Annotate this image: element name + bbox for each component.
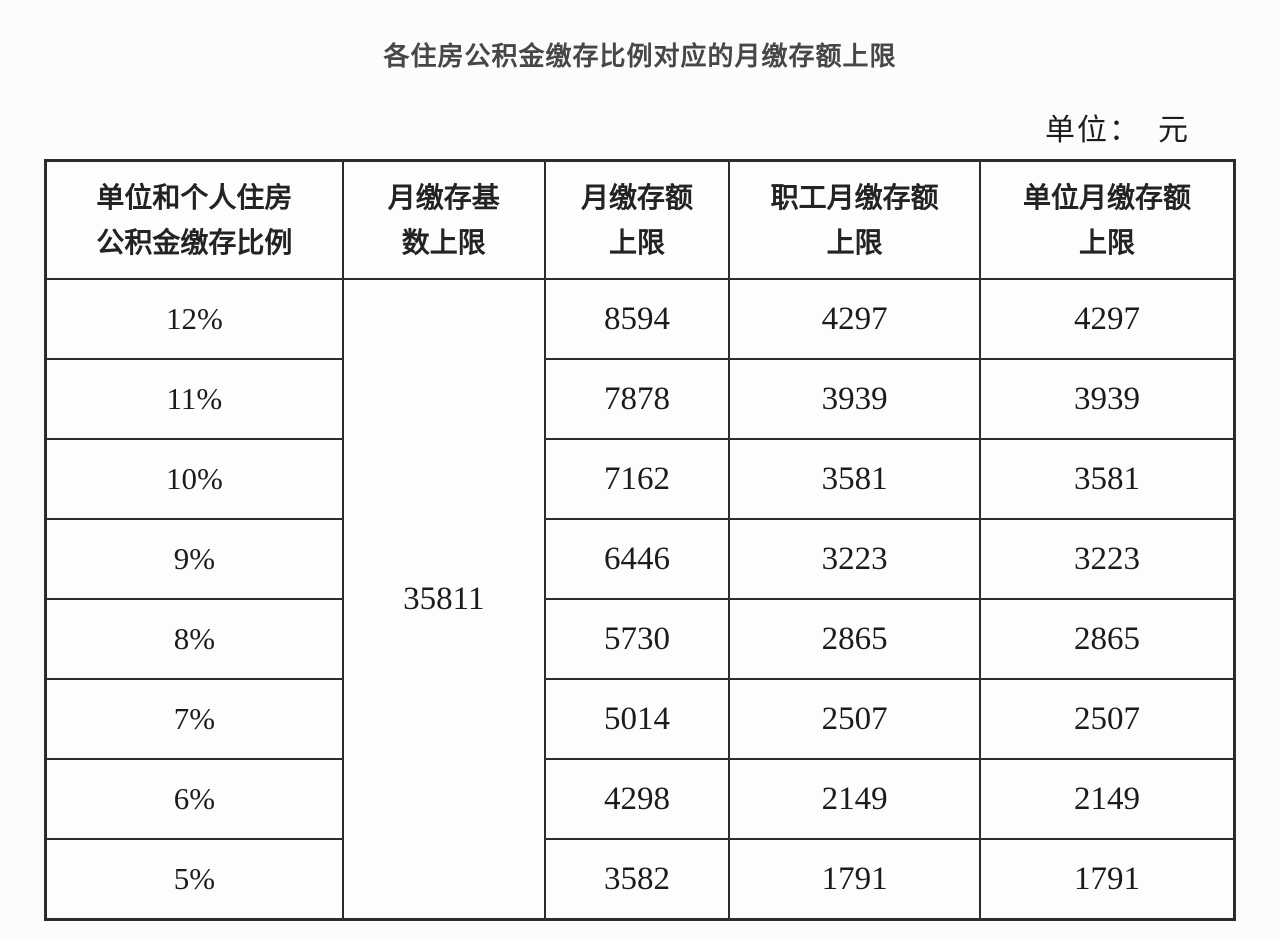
contribution-cap-table: 单位和个人住房 公积金缴存比例 月缴存基 数上限 月缴存额 上限 职工月缴存额 … <box>44 159 1236 921</box>
table-row: 7% 5014 2507 2507 <box>44 678 1236 760</box>
header-row: 单位和个人住房 公积金缴存比例 月缴存基 数上限 月缴存额 上限 职工月缴存额 … <box>44 159 1236 280</box>
header-base-limit: 月缴存基 数上限 <box>341 159 546 280</box>
ratio-cell: 11% <box>44 358 344 440</box>
employee-cap-cell: 4297 <box>728 278 982 360</box>
ratio-cell: 8% <box>44 598 344 680</box>
employer-cap-cell: 3939 <box>979 358 1236 440</box>
ratio-cell: 12% <box>44 278 344 360</box>
header-monthly-cap: 月缴存额 上限 <box>543 159 731 280</box>
monthly-cap-cell: 8594 <box>543 278 731 360</box>
table-container: 单位： 元 单位和个人住房 公积金缴存比例 月缴存基 数上限 月缴存额 上限 职… <box>44 105 1236 921</box>
monthly-cap-cell: 4298 <box>543 758 731 840</box>
monthly-cap-cell: 3582 <box>543 838 731 921</box>
table-row: 12% 35811 8594 4297 4297 <box>44 278 1236 921</box>
employer-cap-cell: 3223 <box>979 518 1236 600</box>
employee-cap-cell: 3581 <box>728 438 982 520</box>
employer-cap-cell: 1791 <box>979 838 1236 921</box>
monthly-cap-cell: 6446 <box>543 518 731 600</box>
page-title: 各住房公积金缴存比例对应的月缴存额上限 <box>383 41 897 71</box>
table-row: 10% 7162 3581 3581 <box>44 438 1236 520</box>
base-limit-cell: 35811 <box>341 278 546 921</box>
ratio-cell: 9% <box>44 518 344 600</box>
employee-cap-cell: 2507 <box>728 678 982 760</box>
employee-cap-cell: 2149 <box>728 758 982 840</box>
ratio-cell: 6% <box>44 758 344 840</box>
table-row: 6% 4298 2149 2149 <box>44 758 1236 840</box>
employee-cap-cell: 1791 <box>728 838 982 921</box>
employee-cap-cell: 3223 <box>728 518 982 600</box>
ratio-cell: 7% <box>44 678 344 760</box>
table-row: 5% 3582 1791 1791 <box>44 838 1236 921</box>
employee-cap-cell: 2865 <box>728 598 982 680</box>
monthly-cap-cell: 7162 <box>543 438 731 520</box>
header-ratio: 单位和个人住房 公积金缴存比例 <box>44 159 344 280</box>
employee-cap-cell: 3939 <box>728 358 982 440</box>
employer-cap-cell: 2149 <box>979 758 1236 840</box>
employer-cap-cell: 2865 <box>979 598 1236 680</box>
monthly-cap-cell: 7878 <box>543 358 731 440</box>
header-employee-cap: 职工月缴存额 上限 <box>728 159 982 280</box>
table-row: 11% 7878 3939 3939 <box>44 358 1236 440</box>
employer-cap-cell: 4297 <box>979 278 1236 360</box>
monthly-cap-cell: 5014 <box>543 678 731 760</box>
table-row: 9% 6446 3223 3223 <box>44 518 1236 600</box>
employer-cap-cell: 2507 <box>979 678 1236 760</box>
monthly-cap-cell: 5730 <box>543 598 731 680</box>
employer-cap-cell: 3581 <box>979 438 1236 520</box>
ratio-cell: 5% <box>44 838 344 921</box>
ratio-cell: 10% <box>44 438 344 520</box>
table-row: 8% 5730 2865 2865 <box>44 598 1236 680</box>
header-employer-cap: 单位月缴存额 上限 <box>979 159 1236 280</box>
unit-label: 单位： 元 <box>1045 114 1190 147</box>
